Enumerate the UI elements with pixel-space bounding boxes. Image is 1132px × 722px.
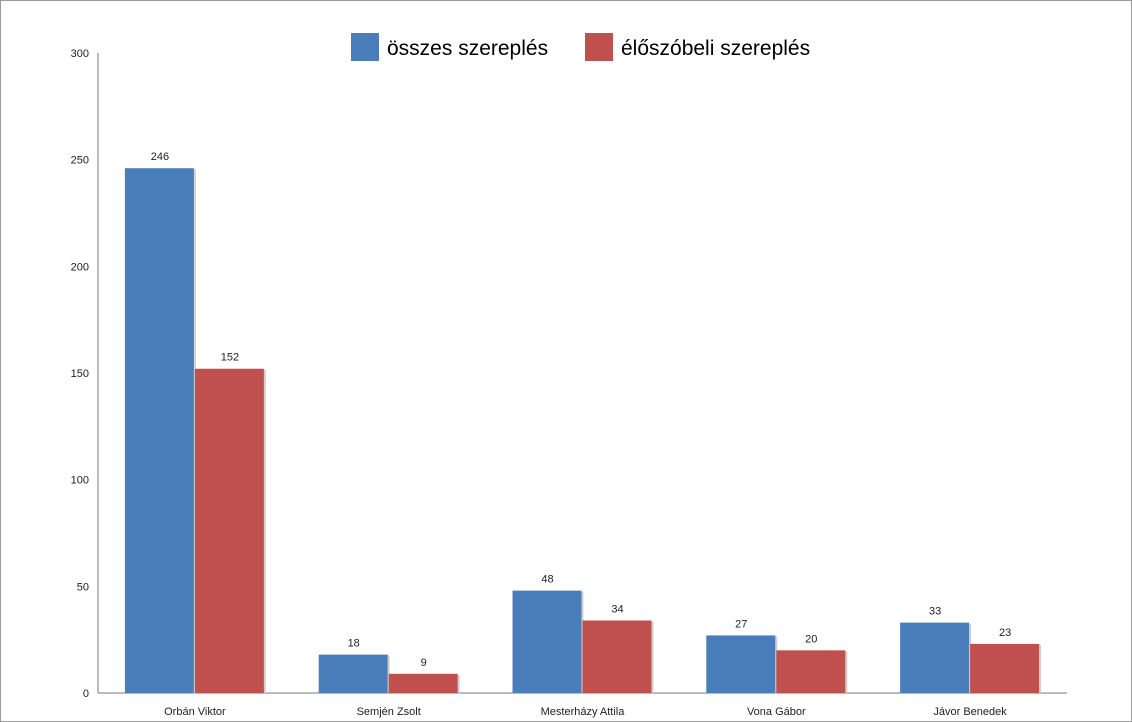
y-tick-label: 150	[71, 368, 89, 380]
x-tick-label: Jávor Benedek	[933, 706, 1007, 718]
legend-swatch	[351, 33, 379, 61]
data-label: 27	[735, 618, 747, 630]
y-tick-label: 200	[71, 261, 89, 273]
x-tick-label: Orbán Viktor	[164, 706, 226, 718]
x-tick-label: Vona Gábor	[747, 706, 806, 718]
y-tick-label: 50	[77, 581, 89, 593]
bar-eloszobeli	[776, 650, 846, 693]
bar-osszes	[124, 168, 194, 693]
bar-osszes	[706, 635, 776, 693]
y-tick-label: 0	[83, 688, 89, 700]
data-label: 18	[348, 638, 360, 650]
bar-eloszobeli	[388, 673, 458, 693]
data-label: 23	[999, 627, 1011, 639]
bar-eloszobeli	[970, 643, 1040, 693]
data-label: 48	[541, 574, 553, 586]
legend-label: összes szereplés	[387, 37, 548, 60]
bar-osszes	[900, 622, 970, 693]
x-tick-label: Mesterházy Attila	[541, 706, 626, 718]
data-label: 20	[805, 633, 817, 645]
y-tick-label: 300	[71, 48, 89, 60]
y-tick-label: 250	[71, 155, 89, 167]
bar-shadow	[1039, 644, 1042, 693]
bar-shadow	[263, 369, 266, 693]
bar-osszes	[512, 590, 582, 693]
y-tick-label: 100	[71, 475, 89, 487]
bar-eloszobeli	[194, 368, 264, 693]
legend-swatch	[585, 33, 613, 61]
bar-shadow	[651, 621, 654, 693]
bar-shadow	[845, 651, 848, 693]
data-label: 9	[421, 657, 427, 669]
bar-eloszobeli	[582, 620, 652, 693]
data-label: 33	[929, 606, 941, 618]
data-label: 246	[151, 151, 169, 163]
data-label: 152	[221, 352, 239, 364]
x-tick-label: Semjén Zsolt	[357, 706, 421, 718]
legend-label: élőszóbeli szereplés	[621, 37, 810, 60]
bar-osszes	[318, 654, 388, 693]
bar-shadow	[457, 674, 460, 693]
data-label: 34	[611, 603, 623, 615]
